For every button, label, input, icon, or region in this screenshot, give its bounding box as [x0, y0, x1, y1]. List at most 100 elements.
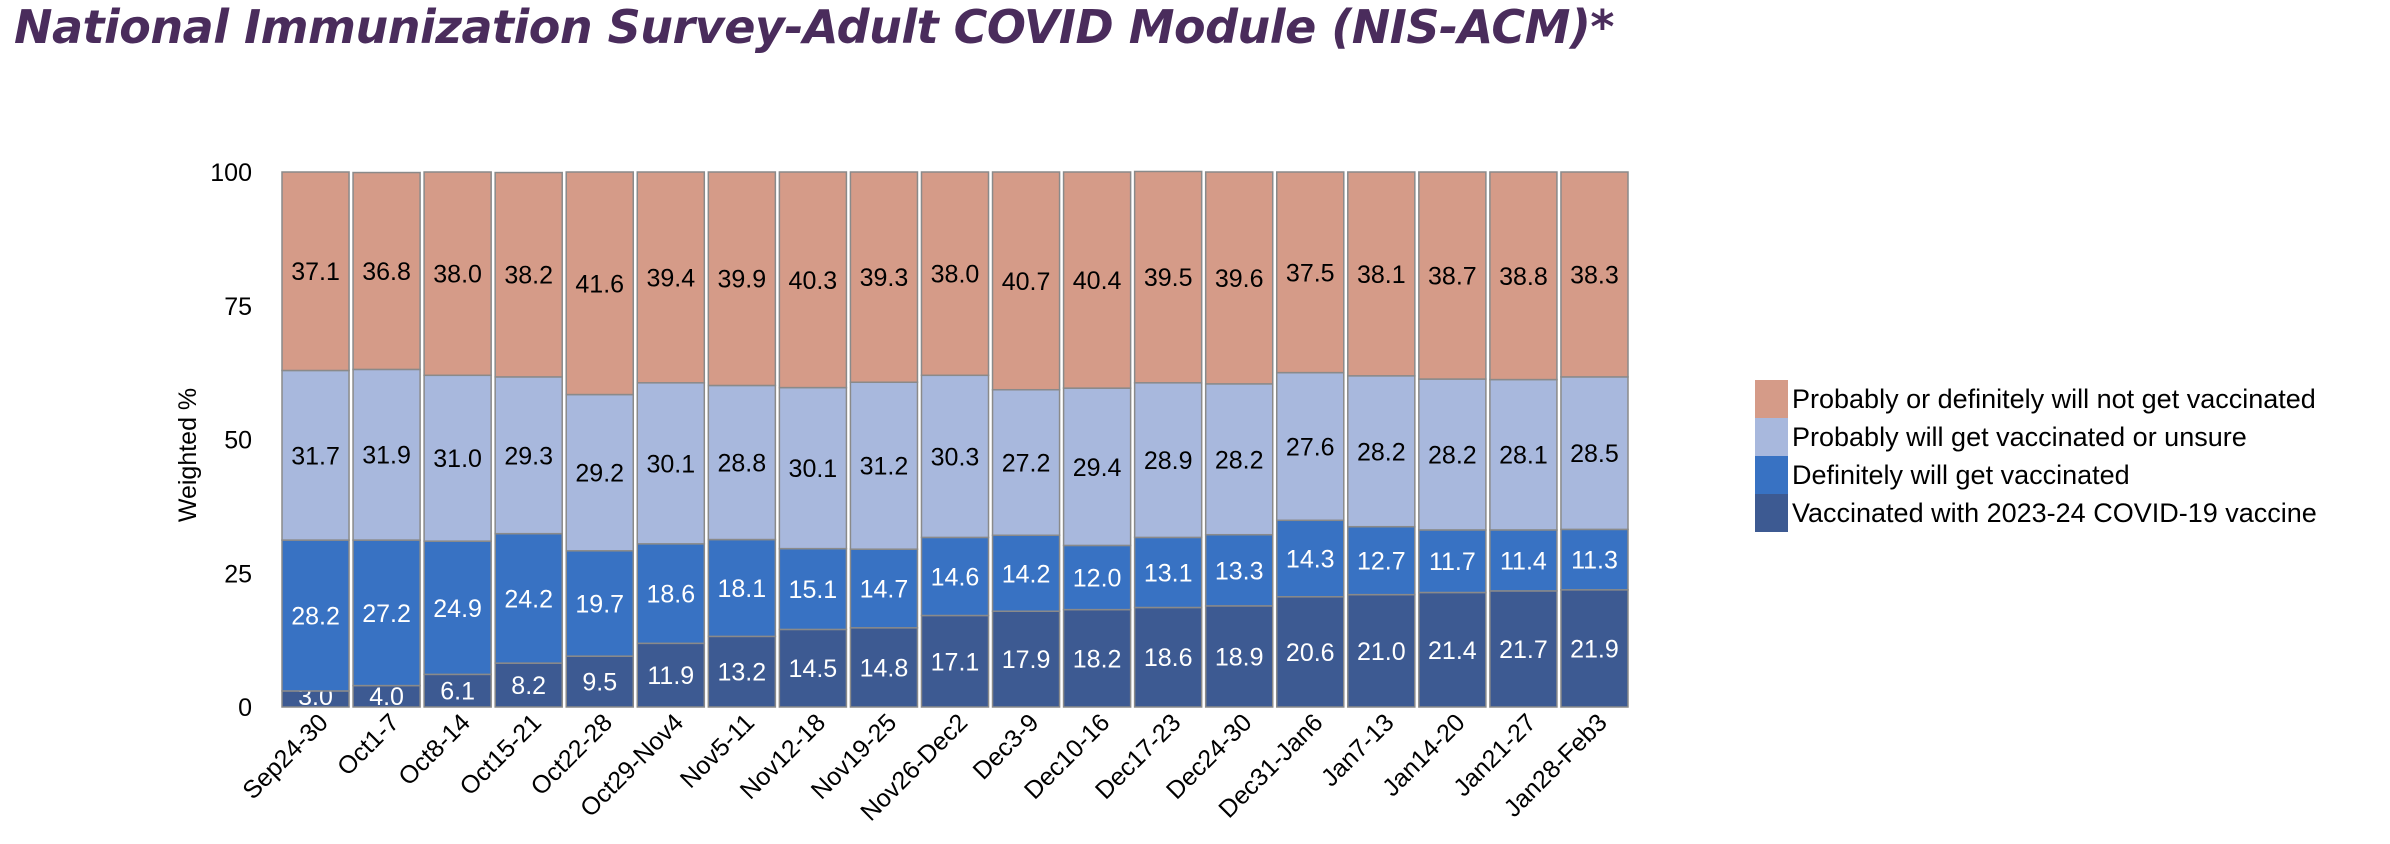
data-label: 14.6 [931, 563, 980, 591]
bar-segment [778, 171, 848, 389]
data-label: 37.5 [1286, 259, 1335, 287]
bar-segment [920, 171, 990, 377]
data-label: 14.3 [1286, 546, 1335, 574]
data-label: 11.4 [1500, 547, 1547, 575]
bar-segment [1560, 171, 1629, 378]
data-label: 21.4 [1428, 637, 1477, 665]
data-label: 39.5 [1144, 264, 1193, 292]
bar-segment [494, 376, 563, 535]
bar-segment [565, 171, 635, 396]
data-label: 37.1 [291, 258, 340, 286]
data-label: 29.3 [504, 442, 553, 470]
bar-area: 3.028.231.737.14.027.231.936.86.124.931.… [281, 170, 1629, 711]
bar-segment [1133, 170, 1203, 384]
data-label: 40.7 [1002, 268, 1051, 296]
bar-segment [1347, 375, 1416, 528]
data-label: 14.2 [1002, 560, 1051, 588]
bar-segment [1204, 171, 1274, 385]
bar-segment [565, 550, 635, 657]
bar-segment [778, 547, 848, 631]
bar-segment [1489, 529, 1558, 592]
data-label: 38.7 [1428, 263, 1477, 291]
bar-segment [1347, 525, 1416, 596]
data-label: 30.1 [789, 455, 838, 483]
data-label: 40.4 [1073, 267, 1122, 295]
data-label: 21.7 [1499, 636, 1548, 664]
bar-segment [494, 532, 563, 664]
bar-segment [991, 534, 1061, 612]
bar-segment [494, 662, 563, 708]
data-label: 31.9 [362, 442, 411, 470]
data-label: 31.7 [291, 442, 340, 470]
legend-label: Vaccinated with 2023-24 COVID-19 vaccine [1792, 497, 2317, 528]
data-label: 39.3 [860, 264, 909, 292]
data-label: 6.1 [440, 678, 475, 706]
bar-segment [1204, 533, 1274, 607]
x-axis: Sep24-30Oct1-7Oct8-14Oct15-21Oct22-28Oct… [237, 708, 1612, 826]
legend-item: Probably will get vaccinated or unsure [1755, 418, 2317, 456]
bar-segment [920, 536, 990, 617]
data-label: 36.8 [362, 258, 411, 286]
data-label: 30.3 [931, 443, 980, 471]
bar-segment [849, 171, 919, 384]
legend-swatch [1755, 380, 1788, 418]
bar-segment [1133, 536, 1203, 609]
data-label: 12.7 [1357, 548, 1406, 576]
data-label: 27.6 [1286, 433, 1335, 461]
data-label: 20.6 [1286, 639, 1335, 667]
bar-segment [352, 368, 421, 541]
data-label: 21.0 [1357, 638, 1406, 666]
data-label: 13.1 [1144, 559, 1193, 587]
bar-segment [707, 538, 777, 638]
data-label: 8.2 [511, 672, 546, 700]
data-label: 11.3 [1571, 547, 1618, 575]
legend-swatch [1755, 494, 1788, 532]
data-label: 14.5 [789, 655, 838, 683]
bar-segment [991, 171, 1061, 391]
y-tick-label: 100 [210, 159, 252, 187]
bar-segment [707, 635, 777, 708]
data-label: 38.8 [1499, 263, 1548, 291]
y-tick-label: 0 [238, 694, 252, 722]
bar-segment [707, 384, 777, 541]
y-axis-label: Weighted % [174, 388, 202, 522]
data-label: 19.7 [575, 590, 624, 618]
data-label: 39.4 [646, 264, 695, 292]
bar-segment [778, 628, 848, 708]
legend: Probably or definitely will not get vacc… [1755, 380, 2317, 532]
bar-segment [281, 539, 350, 692]
bar-segment [1489, 171, 1558, 381]
data-label: 31.0 [433, 445, 482, 473]
data-label: 38.0 [433, 261, 482, 289]
bar-segment [636, 382, 706, 545]
bar-segment [636, 171, 706, 384]
data-label: 27.2 [1002, 450, 1051, 478]
legend-label: Definitely will get vaccinated [1792, 459, 2130, 490]
data-label: 38.3 [1570, 261, 1619, 289]
data-label: 17.9 [1002, 646, 1051, 674]
data-label: 28.9 [1144, 447, 1193, 475]
bar-segment [1560, 589, 1629, 708]
legend-swatch [1755, 418, 1788, 456]
data-label: 38.0 [931, 261, 980, 289]
bar-segment [1062, 608, 1132, 708]
data-label: 41.6 [575, 270, 624, 298]
data-label: 18.6 [646, 581, 695, 609]
data-label: 27.2 [362, 600, 411, 628]
bar-segment [707, 171, 777, 387]
data-label: 15.1 [789, 576, 838, 604]
data-label: 4.0 [369, 683, 404, 711]
data-label: 9.5 [582, 669, 617, 697]
bar-segment [1062, 387, 1132, 547]
bar-segment [1418, 171, 1487, 380]
legend-item: Definitely will get vaccinated [1755, 456, 2317, 494]
bar-segment [1418, 591, 1487, 708]
bar-segment [991, 388, 1061, 537]
legend-label: Probably or definitely will not get vacc… [1792, 383, 2316, 414]
bar-segment [991, 610, 1061, 708]
bar-segment [849, 381, 919, 550]
data-label: 24.2 [504, 585, 553, 613]
bar-segment [352, 171, 421, 371]
data-label: 39.9 [718, 266, 767, 294]
bar-segment [1133, 382, 1203, 539]
